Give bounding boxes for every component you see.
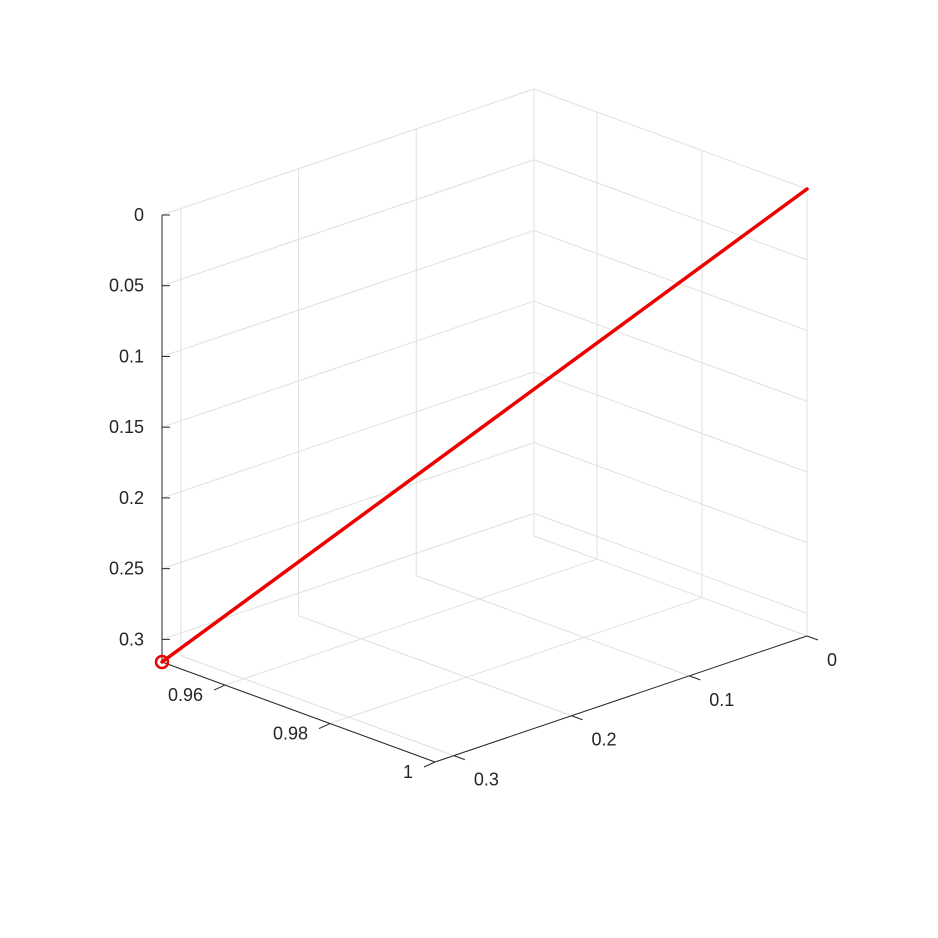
y-tick-label: 0.1 <box>709 690 734 710</box>
grid-line-wall-z <box>161 88 535 216</box>
grid-line-wall-z <box>161 229 535 357</box>
grid-line-wall-z2 <box>533 442 808 544</box>
grid-line-floor-y <box>533 535 808 637</box>
y-tick <box>453 755 466 761</box>
grid-line-wall-z2 <box>533 88 808 190</box>
grid-line-floor-x <box>329 597 703 725</box>
x-tick-label: 0.98 <box>273 724 308 744</box>
grid-line-wall-z <box>161 300 535 428</box>
x-tick <box>213 684 226 691</box>
y-tick-label: 0.2 <box>592 730 617 750</box>
z-tick-label: 0.3 <box>119 629 144 649</box>
z-tick-label: 0 <box>134 205 144 225</box>
z-tick-label: 0.15 <box>109 417 144 437</box>
grid-line-wall-z2 <box>533 159 808 261</box>
grid-line-wall-z2 <box>533 371 808 473</box>
y-tick <box>571 715 583 721</box>
y-tick-label: 0 <box>827 650 837 670</box>
y-axis-line <box>434 635 808 763</box>
axes <box>161 215 808 763</box>
z-tick-label: 0.05 <box>109 276 144 296</box>
x-tick <box>318 723 331 729</box>
series <box>154 187 809 670</box>
x-tick-label: 1 <box>403 762 413 782</box>
grid-line-wall-z2 <box>533 229 808 331</box>
grid-line-floor-x <box>224 558 598 686</box>
grid-line-wall-z2 <box>533 512 808 614</box>
z-tick-label: 0.1 <box>119 346 144 366</box>
ticks: 0.96 0.98 1 0.3 0.2 0.1 0 0 0.05 0.1 0.15 0.2 0.25 0.… <box>109 205 837 790</box>
y-tick <box>689 675 701 681</box>
y-tick-label: 0.3 <box>474 770 499 790</box>
x-axis-line <box>161 661 436 763</box>
grid-line-wall-z2 <box>533 300 808 402</box>
x-tick <box>423 761 436 768</box>
grid-line-wall-z <box>161 442 535 570</box>
grid-lines <box>161 88 808 763</box>
grid-line-floor-y <box>416 575 690 677</box>
z-tick-label: 0.25 <box>109 559 144 579</box>
grid-line-floor-y <box>298 615 572 717</box>
grid-line-wall-z <box>161 159 535 287</box>
grid-line-wall-z <box>161 371 535 499</box>
series-line <box>160 187 809 664</box>
z-tick-label: 0.2 <box>119 488 144 508</box>
x-tick-label: 0.96 <box>168 685 203 705</box>
grid-line-floor-y <box>180 655 455 757</box>
start-marker <box>154 654 170 670</box>
y-tick <box>806 635 819 641</box>
